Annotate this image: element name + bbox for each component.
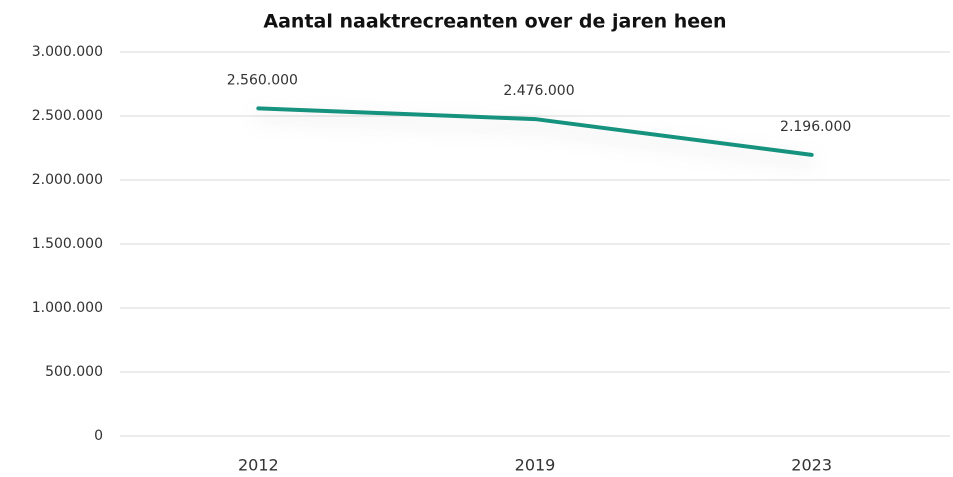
- y-tick-label: 2.000.000: [32, 172, 103, 188]
- data-label: 2.476.000: [503, 83, 574, 99]
- data-label: 2.560.000: [227, 72, 298, 88]
- line: [256, 106, 814, 157]
- y-tick-label: 1.000.000: [32, 300, 103, 316]
- y-tick-label: 500.000: [45, 364, 103, 380]
- y-tick-label: 2.500.000: [32, 108, 103, 124]
- data-label: 2.196.000: [780, 119, 851, 135]
- x-tick-label: 2023: [791, 456, 832, 475]
- y-tick-label: 3.000.000: [32, 44, 103, 60]
- x-tick-label: 2012: [238, 456, 279, 475]
- chart-title: Aantal naaktrecreanten over de jaren hee…: [263, 11, 726, 33]
- y-tick-label: 1.500.000: [32, 236, 103, 252]
- y-tick-label: 0: [94, 428, 103, 444]
- x-tick-label: 2019: [515, 456, 556, 475]
